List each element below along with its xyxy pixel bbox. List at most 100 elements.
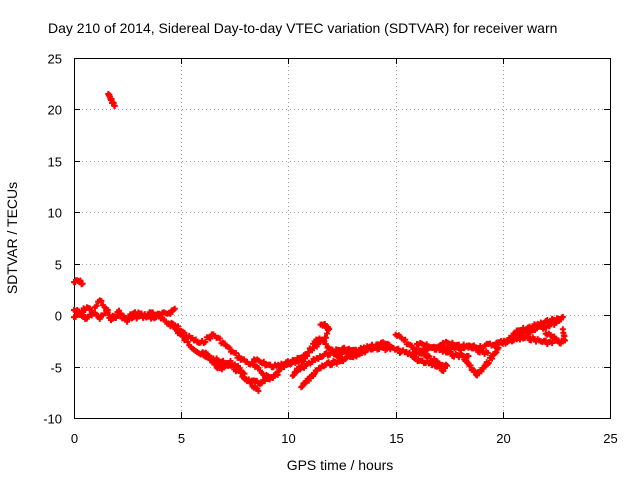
data-point <box>313 343 320 350</box>
data-point <box>484 349 491 356</box>
data-point <box>216 335 223 342</box>
data-point <box>181 329 188 336</box>
data-point <box>386 341 393 348</box>
data-point <box>547 319 554 326</box>
data-point <box>247 379 254 386</box>
data-point <box>311 371 318 378</box>
data-point <box>331 349 338 356</box>
data-point <box>473 344 480 351</box>
gridlines <box>74 58 610 418</box>
data-point <box>93 302 100 309</box>
data-point <box>202 338 209 345</box>
x-axis-title: GPS time / hours <box>287 457 394 473</box>
data-point <box>87 305 94 312</box>
data-point <box>495 344 502 351</box>
data-point <box>77 277 84 284</box>
data-point <box>441 365 448 372</box>
data-point <box>549 340 556 347</box>
y-tick-label: -5 <box>50 361 62 376</box>
data-point <box>320 338 327 345</box>
data-point <box>104 309 111 316</box>
data-point <box>447 348 454 355</box>
data-point <box>79 280 86 287</box>
data-point <box>437 363 444 370</box>
x-tick-label: 0 <box>71 431 78 446</box>
data-point <box>98 297 105 304</box>
data-point <box>369 341 376 348</box>
data-point <box>174 323 181 330</box>
data-point <box>544 317 551 324</box>
data-point <box>124 316 131 323</box>
data-point <box>467 362 474 369</box>
data-point <box>426 353 433 360</box>
data-point <box>423 341 430 348</box>
plot-frame <box>74 58 611 419</box>
data-point <box>542 337 549 344</box>
data-point <box>96 315 103 322</box>
y-tick-label: 10 <box>48 206 62 221</box>
data-point <box>478 368 485 375</box>
data-point <box>465 352 472 359</box>
chart-title: Day 210 of 2014, Sidereal Day-to-day VTE… <box>48 20 557 36</box>
data-point <box>284 358 291 365</box>
data-point <box>226 344 233 351</box>
data-point <box>298 363 305 370</box>
y-tick-label: 25 <box>48 52 62 67</box>
data-point <box>322 334 329 341</box>
data-point <box>308 359 315 366</box>
y-tick-label: 5 <box>55 258 62 273</box>
y-tick-label: 0 <box>55 309 62 324</box>
data-point <box>171 305 178 312</box>
x-tick-label: 10 <box>281 431 295 446</box>
data-point <box>112 314 119 321</box>
data-point <box>207 335 214 342</box>
data-point <box>528 337 535 344</box>
data-point <box>80 311 87 318</box>
data-point <box>111 102 118 109</box>
x-tick-label: 25 <box>603 431 617 446</box>
data-point <box>449 339 456 346</box>
data-point <box>241 370 248 377</box>
data-point <box>260 358 267 365</box>
axis-ticks: 0 5 10 15 20 25 -10 -5 0 5 10 15 20 25 <box>43 52 618 447</box>
data-point <box>395 345 402 352</box>
data-point <box>325 359 332 366</box>
data-point <box>328 361 335 368</box>
data-point <box>333 360 340 367</box>
data-point <box>220 357 227 364</box>
data-point <box>552 318 559 325</box>
data-point <box>292 358 299 365</box>
x-tick-label: 5 <box>178 431 185 446</box>
data-point <box>236 353 243 360</box>
y-tick-label: 15 <box>48 155 62 170</box>
data-point <box>455 354 462 361</box>
data-point <box>255 387 262 394</box>
data-point <box>559 313 566 320</box>
data-point <box>226 362 233 369</box>
data-point <box>232 350 239 357</box>
data-point <box>343 355 350 362</box>
data-point <box>274 368 281 375</box>
data-point <box>138 310 145 317</box>
data-point <box>412 354 419 361</box>
y-tick-label: 20 <box>48 103 62 118</box>
data-point <box>212 361 219 368</box>
y-axis-title: SDTVAR / TECUs <box>4 182 20 294</box>
data-point <box>167 310 174 317</box>
data-point <box>317 321 324 328</box>
data-point <box>551 333 558 340</box>
data-point <box>524 333 531 340</box>
data-point <box>402 336 409 343</box>
data-point <box>208 354 215 361</box>
data-point <box>258 380 265 387</box>
data-point <box>227 357 234 364</box>
data-point <box>489 355 496 362</box>
data-point <box>559 326 566 333</box>
data-point <box>304 352 311 359</box>
x-tick-label: 15 <box>389 431 403 446</box>
data-points <box>71 90 568 394</box>
data-point <box>485 359 492 366</box>
data-point <box>288 360 295 367</box>
data-point <box>326 351 333 358</box>
